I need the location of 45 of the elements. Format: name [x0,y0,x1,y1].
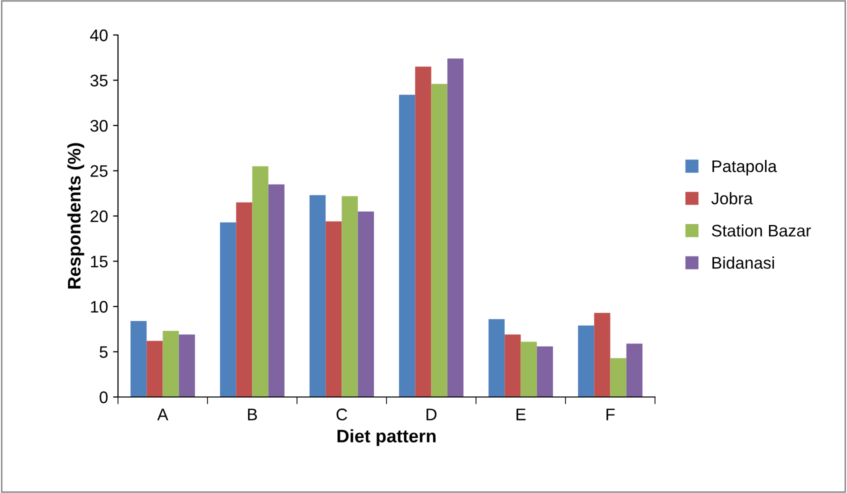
bar [326,221,342,397]
y-axis-title: Respondents (%) [67,143,84,289]
bar [399,94,416,397]
legend-label: Station Bazar [712,224,811,237]
bar [220,222,236,397]
bar [415,66,432,397]
x-tick-label: E [516,408,526,420]
y-tick-label: 25 [90,165,108,177]
x-axis-title: Diet pattern [338,429,436,446]
bar [178,334,195,397]
bar [342,196,358,397]
bar [431,84,448,397]
y-tick-label: 35 [90,74,108,86]
legend-label: Bidanasi [712,256,774,269]
bar [146,340,163,397]
x-tick-label: C [336,408,348,420]
bar [310,195,326,397]
bar [594,312,610,397]
bar [610,358,626,397]
bar [626,344,642,397]
bar [268,184,284,397]
bar [252,166,268,397]
bar [447,58,464,397]
bar [578,326,594,397]
x-tick-label: D [426,408,436,420]
bar [520,342,537,397]
legend-label: Patapola [712,160,777,176]
bar [358,211,374,397]
y-tick-label: 0 [100,391,108,404]
bar [488,319,505,397]
x-tick-label: A [157,408,168,420]
bar [130,320,147,397]
y-tick-label: 30 [90,120,108,132]
bar [162,330,179,397]
bar [536,346,553,397]
y-tick-label: 15 [91,256,108,268]
bar [504,334,521,397]
x-tick-label: F [606,408,615,420]
bar [236,202,252,397]
x-tick-label: B [248,408,257,420]
legend-label: Jobra [711,192,753,204]
y-tick-label: 40 [90,29,108,42]
y-tick-label: 10 [91,300,108,313]
y-tick-label: 5 [100,346,108,358]
y-tick-label: 20 [90,210,108,222]
